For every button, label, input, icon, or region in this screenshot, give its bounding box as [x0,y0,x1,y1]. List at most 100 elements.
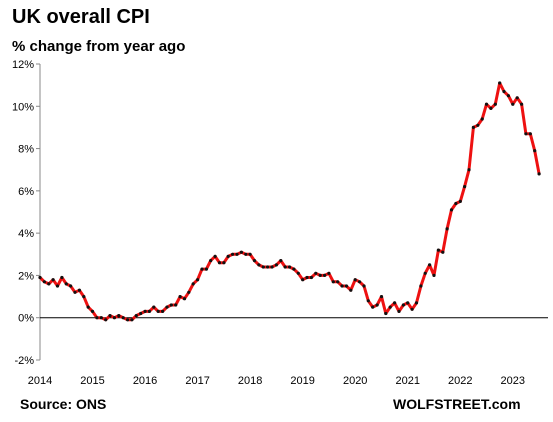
data-point [533,149,537,153]
data-point [537,172,541,176]
data-point [432,273,436,277]
data-point [384,311,388,316]
data-point [134,314,138,318]
data-point [502,89,506,94]
data-point [467,168,471,172]
data-point [152,305,156,309]
data-point [349,288,353,292]
data-point [213,254,217,258]
data-point [99,316,103,320]
data-point [239,250,243,254]
data-point [476,123,480,127]
data-point [121,316,125,320]
data-point [336,280,340,284]
x-tick-label: 2019 [290,375,314,387]
data-point [217,261,222,265]
data-point [484,102,489,106]
data-point [270,265,274,269]
data-point [454,201,458,206]
data-point [379,295,384,299]
data-point [362,284,366,288]
source-label: Source: ONS [20,396,107,412]
data-point [353,278,357,282]
data-point [419,284,423,288]
data-point [261,265,265,269]
data-point [47,282,51,286]
y-tick-label: 2% [18,270,34,282]
data-point [375,303,379,307]
data-point [73,290,77,294]
data-point [292,267,296,271]
y-tick-label: 10% [12,101,34,113]
data-point [305,275,309,280]
x-tick-label: 2015 [80,375,104,387]
data-point [156,309,160,313]
data-point [445,227,449,231]
data-point [388,305,392,309]
x-tick-label: 2018 [238,375,262,387]
data-point [515,96,519,100]
data-point [428,263,432,267]
data-point [55,284,60,288]
data-point [126,318,130,322]
data-point [38,275,42,280]
data-point [401,303,405,307]
data-point [86,305,90,309]
data-point [318,273,322,277]
data-point [196,278,200,282]
data-point [423,271,427,275]
data-point [406,301,410,305]
data-point [248,252,252,256]
data-point [266,265,270,269]
data-point [274,263,278,267]
data-point [95,316,99,320]
data-point [182,297,187,301]
y-tick-label: -2% [14,355,34,367]
data-point [371,305,375,309]
data-point [458,199,462,203]
data-point [112,316,116,320]
data-point [511,102,515,106]
data-point [231,252,235,256]
data-point [480,117,484,121]
data-point [414,301,419,305]
data-point [506,94,510,98]
y-tick-label: 6% [18,186,34,198]
data-point [90,309,95,313]
data-point [161,309,165,313]
x-tick-label: 2020 [343,375,367,387]
data-point [204,267,208,271]
data-point [340,284,344,288]
data-point [441,250,445,254]
data-point [524,132,528,136]
data-point [331,280,335,284]
x-tick-label: 2023 [501,375,525,387]
data-point [283,265,287,269]
data-point [493,102,497,106]
data-point [287,265,292,269]
data-point [165,305,169,309]
data-point [244,252,248,256]
x-tick-label: 2021 [395,375,419,387]
data-point [366,299,370,303]
data-point [51,278,55,282]
data-point [344,284,348,288]
data-point [209,259,213,263]
data-point [60,275,64,280]
data-point [139,311,143,316]
data-point [187,290,191,294]
cpi-series-line [38,81,541,322]
data-point [191,282,195,286]
chart-title: UK overall CPI [12,6,150,28]
data-point [489,106,493,110]
y-tick-label: 8% [18,144,34,156]
data-point [169,303,173,307]
data-point [528,132,532,136]
data-point [117,314,121,318]
data-point [296,271,300,275]
data-point [130,318,134,322]
data-point [393,301,397,305]
data-point [69,284,73,288]
data-point [463,185,467,189]
